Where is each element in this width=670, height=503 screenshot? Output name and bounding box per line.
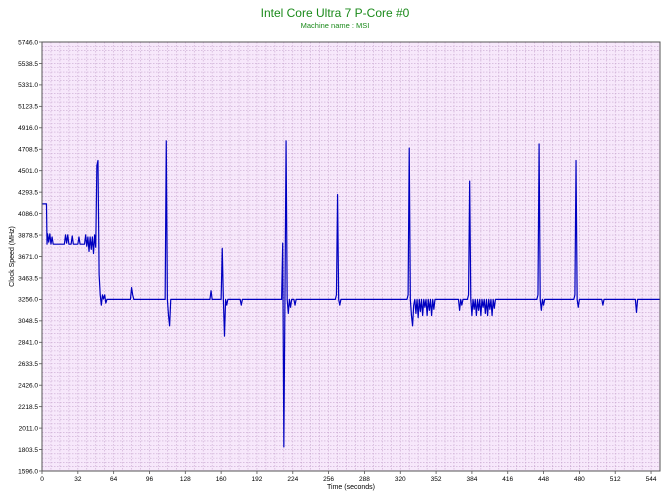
x-tick-label: 128 [180,476,191,483]
x-tick-label: 416 [502,476,513,483]
y-tick-label: 2841.0 [18,340,38,347]
y-tick-label: 5538.5 [18,61,38,68]
x-tick-label: 224 [287,476,298,483]
y-tick-label: 4708.5 [18,147,38,154]
x-tick-label: 288 [359,476,370,483]
y-tick-label: 4293.5 [18,189,38,196]
x-tick-label: 384 [466,476,477,483]
y-tick-label: 5123.5 [18,104,38,111]
x-tick-label: 448 [538,476,549,483]
y-tick-label: 3463.5 [18,275,38,282]
y-axis-label: Clock Speed (MHz) [9,226,16,287]
y-tick-label: 2426.0 [18,383,38,390]
series-line [42,140,660,448]
y-tick-label: 1596.0 [18,468,38,475]
x-tick-label: 160 [216,476,227,483]
grid-lines [41,41,661,472]
y-tick-label: 2011.0 [19,425,39,432]
y-tick-label: 4501.0 [18,168,38,175]
y-tick-label: 2218.5 [18,404,38,411]
y-tick-label: 3878.5 [18,232,38,239]
x-tick-label: 32 [74,476,82,483]
y-tick-label: 1803.5 [18,447,38,454]
x-tick-label: 512 [610,476,621,483]
x-tick-label: 96 [146,476,154,483]
x-tick-label: 352 [431,476,442,483]
x-tick-label: 256 [323,476,334,483]
chart-title: Intel Core Ultra 7 P-Core #0 [260,6,410,20]
x-tick-label: 0 [40,476,44,483]
x-axis-ticks: 0 32 64 96 128 160 192 224 256 288 320 352 384 416 448… [40,471,657,483]
x-axis-label: Time (seconds) [327,484,375,491]
y-tick-label: 3256.0 [18,297,38,304]
x-tick-label: 480 [574,476,585,483]
y-tick-label: 3048.5 [18,318,38,325]
x-tick-label: 64 [110,476,118,483]
y-tick-label: 4916.0 [18,125,38,132]
y-tick-label: 2633.5 [18,361,38,368]
series-layer [42,140,660,448]
chart-subtitle: Machine name : MSI [300,21,370,30]
x-tick-label: 192 [252,476,263,483]
y-tick-label: 5331.0 [18,82,38,89]
y-tick-label: 3671.0 [18,254,38,261]
x-tick-label: 544 [646,476,657,483]
x-tick-label: 320 [395,476,406,483]
y-axis-ticks: 1596.0 1803.5 2011.0 2218.5 2426.0 2633.5 2841… [18,39,42,475]
y-tick-label: 4086.0 [18,211,38,218]
y-tick-label: 5746.0 [18,39,38,46]
